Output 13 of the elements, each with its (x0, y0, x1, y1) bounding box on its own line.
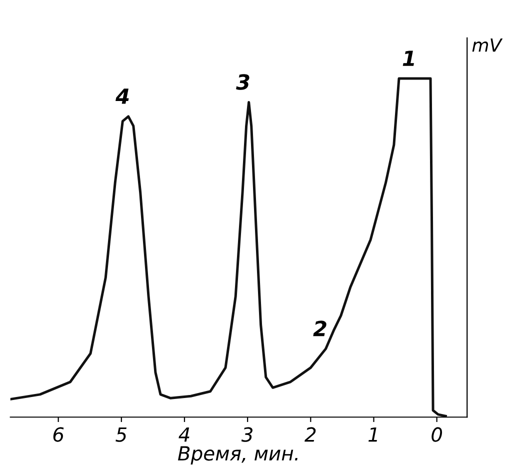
x-tick-label: 4 (178, 427, 190, 442)
annotation: 1 (402, 50, 414, 66)
y-axis-title: mV (472, 38, 503, 52)
x-tick-label: 5 (116, 427, 127, 442)
x-tick-label: 6 (53, 427, 64, 442)
x-tick-label: 2 (304, 427, 316, 442)
annotation: 3 (236, 74, 250, 90)
x-tick-label: 3 (241, 427, 253, 442)
x-tick-label: 0 (432, 427, 442, 442)
x-axis-title: Время, мин. (178, 446, 298, 464)
annotation: 4 (116, 88, 129, 104)
x-tick-label: 1 (368, 427, 377, 442)
annotation: 2 (313, 320, 326, 336)
